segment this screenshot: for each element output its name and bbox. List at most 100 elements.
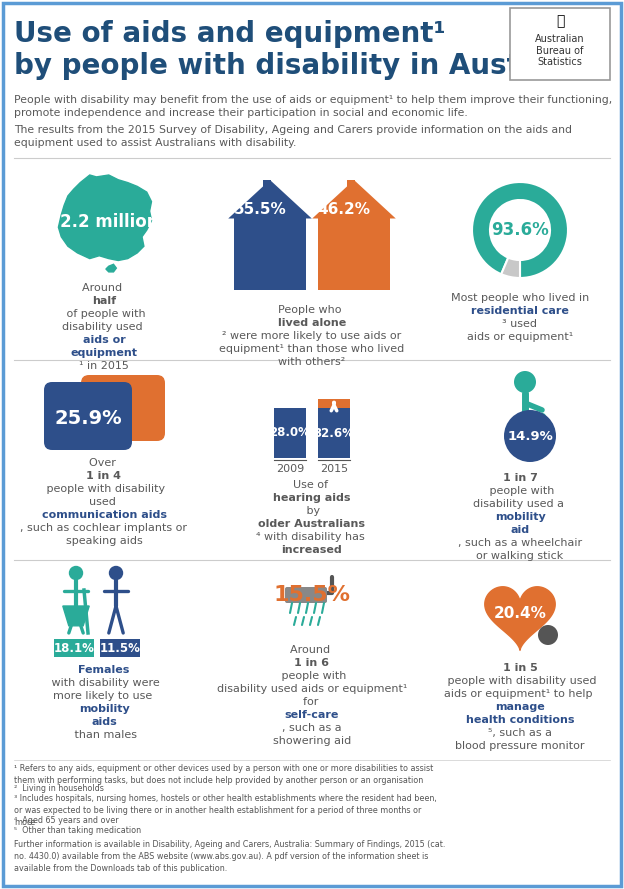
Text: or walking stick: or walking stick [476, 551, 563, 561]
Text: health conditions: health conditions [466, 715, 574, 725]
Text: of people with: of people with [62, 309, 145, 319]
Polygon shape [59, 175, 152, 260]
Text: 11.5%: 11.5% [100, 642, 140, 654]
Text: 1 in 6: 1 in 6 [295, 658, 329, 668]
Circle shape [504, 410, 556, 462]
Text: Females: Females [79, 665, 130, 675]
Circle shape [69, 565, 83, 581]
Text: 2009: 2009 [276, 464, 304, 474]
Text: with others²: with others² [278, 357, 346, 367]
Text: manage: manage [495, 702, 545, 712]
Text: 1 in 4: 1 in 4 [87, 471, 122, 481]
Text: used: used [89, 497, 119, 507]
FancyBboxPatch shape [44, 382, 132, 450]
Polygon shape [485, 587, 555, 651]
FancyBboxPatch shape [285, 587, 327, 603]
Text: Most people who lived in: Most people who lived in [451, 293, 589, 303]
Text: People with disability may benefit from the use of aids or equipment¹ to help th: People with disability may benefit from … [14, 95, 612, 118]
Text: 46.2%: 46.2% [318, 203, 371, 218]
Circle shape [109, 565, 123, 581]
Text: aid: aid [510, 525, 530, 535]
Text: Around: Around [290, 645, 334, 655]
Wedge shape [472, 182, 568, 278]
Text: , such as cochlear implants or: , such as cochlear implants or [21, 523, 187, 533]
Text: ¹ Refers to any aids, equipment or other devices used by a person with one or mo: ¹ Refers to any aids, equipment or other… [14, 764, 433, 785]
Text: , such as a: , such as a [282, 723, 342, 733]
Text: hearing aids: hearing aids [273, 493, 351, 503]
Text: Australian
Bureau of
Statistics: Australian Bureau of Statistics [535, 34, 585, 68]
Text: older Australians: older Australians [258, 519, 366, 529]
Polygon shape [312, 180, 396, 219]
Text: speaking aids: speaking aids [66, 536, 142, 546]
Text: self-care: self-care [285, 710, 339, 720]
Text: Further information is available in Disability, Ageing and Carers, Australia: Su: Further information is available in Disa… [14, 840, 446, 873]
Text: by people with disability in Australia: by people with disability in Australia [14, 52, 590, 80]
Text: ⁵, such as a: ⁵, such as a [488, 728, 552, 738]
Text: equipment¹ than those who lived: equipment¹ than those who lived [220, 344, 404, 354]
Text: aids: aids [91, 717, 117, 727]
Text: aids or equipment¹ to help: aids or equipment¹ to help [444, 689, 596, 699]
Polygon shape [228, 180, 312, 219]
Text: 1 in 7: 1 in 7 [502, 473, 537, 483]
Text: disability used: disability used [62, 322, 146, 332]
Polygon shape [106, 264, 116, 272]
Text: half: half [92, 296, 116, 306]
Text: 18.1%: 18.1% [54, 642, 94, 654]
Text: disability used aids or equipment¹: disability used aids or equipment¹ [217, 684, 407, 694]
Text: Over: Over [89, 458, 119, 468]
Text: 1 in 5: 1 in 5 [502, 663, 537, 673]
Text: ⁴  Aged 65 years and over: ⁴ Aged 65 years and over [14, 816, 119, 825]
Text: mobility: mobility [79, 704, 129, 714]
Text: ³ Includes hospitals, nursing homes, hostels or other health establishments wher: ³ Includes hospitals, nursing homes, hos… [14, 794, 437, 827]
Text: equipment: equipment [71, 348, 137, 358]
Text: Around: Around [82, 283, 126, 293]
Bar [318, 399, 350, 407]
Bar [263, 180, 271, 219]
Text: 15.5%: 15.5% [273, 585, 351, 605]
Text: residential care: residential care [471, 306, 569, 316]
Bar [318, 213, 390, 290]
FancyBboxPatch shape [54, 639, 94, 657]
Polygon shape [63, 606, 89, 626]
Bar [274, 407, 306, 458]
Bar [234, 213, 306, 290]
FancyBboxPatch shape [510, 8, 610, 80]
Text: mobility: mobility [495, 512, 545, 522]
Text: people with: people with [278, 671, 346, 681]
Text: people with: people with [486, 486, 554, 496]
Bar [318, 399, 350, 458]
Text: Use of aids and equipment¹: Use of aids and equipment¹ [14, 20, 446, 48]
Text: 25.9%: 25.9% [54, 409, 122, 428]
Text: ² were more likely to use aids or: ² were more likely to use aids or [222, 331, 402, 341]
FancyBboxPatch shape [81, 375, 165, 441]
Text: more likely to use: more likely to use [52, 691, 155, 701]
Text: for: for [303, 697, 321, 707]
Text: ⁴ with disability has: ⁴ with disability has [256, 532, 368, 542]
Text: 93.6%: 93.6% [491, 221, 549, 239]
Text: ²  Living in households: ² Living in households [14, 784, 104, 793]
FancyBboxPatch shape [100, 639, 140, 657]
Text: aids or: aids or [82, 335, 125, 345]
Text: disability used a: disability used a [473, 499, 567, 509]
Text: ¹ in 2015: ¹ in 2015 [79, 361, 129, 371]
Text: with disability were: with disability were [48, 678, 160, 688]
Text: People who: People who [278, 305, 346, 315]
Text: 32.6%: 32.6% [314, 427, 354, 440]
Text: 2.2 million: 2.2 million [60, 213, 158, 231]
FancyBboxPatch shape [3, 3, 621, 886]
Text: people with disability: people with disability [43, 484, 165, 494]
Text: lived alone: lived alone [278, 318, 346, 328]
Bar [347, 180, 356, 219]
Circle shape [514, 371, 536, 393]
Text: increased: increased [281, 545, 343, 555]
Wedge shape [501, 258, 520, 278]
Circle shape [538, 625, 558, 645]
Text: blood pressure monitor: blood pressure monitor [456, 741, 585, 751]
Text: 14.9%: 14.9% [507, 429, 553, 443]
Text: communication aids: communication aids [42, 510, 167, 520]
Text: The results from the 2015 Survey of Disability, Ageing and Carers provide inform: The results from the 2015 Survey of Disa… [14, 125, 572, 148]
Text: 2015: 2015 [320, 464, 348, 474]
Text: aids or equipment¹: aids or equipment¹ [467, 332, 573, 342]
Text: showering aid: showering aid [273, 736, 351, 746]
Text: ⁵  Other than taking medication: ⁵ Other than taking medication [14, 826, 141, 835]
